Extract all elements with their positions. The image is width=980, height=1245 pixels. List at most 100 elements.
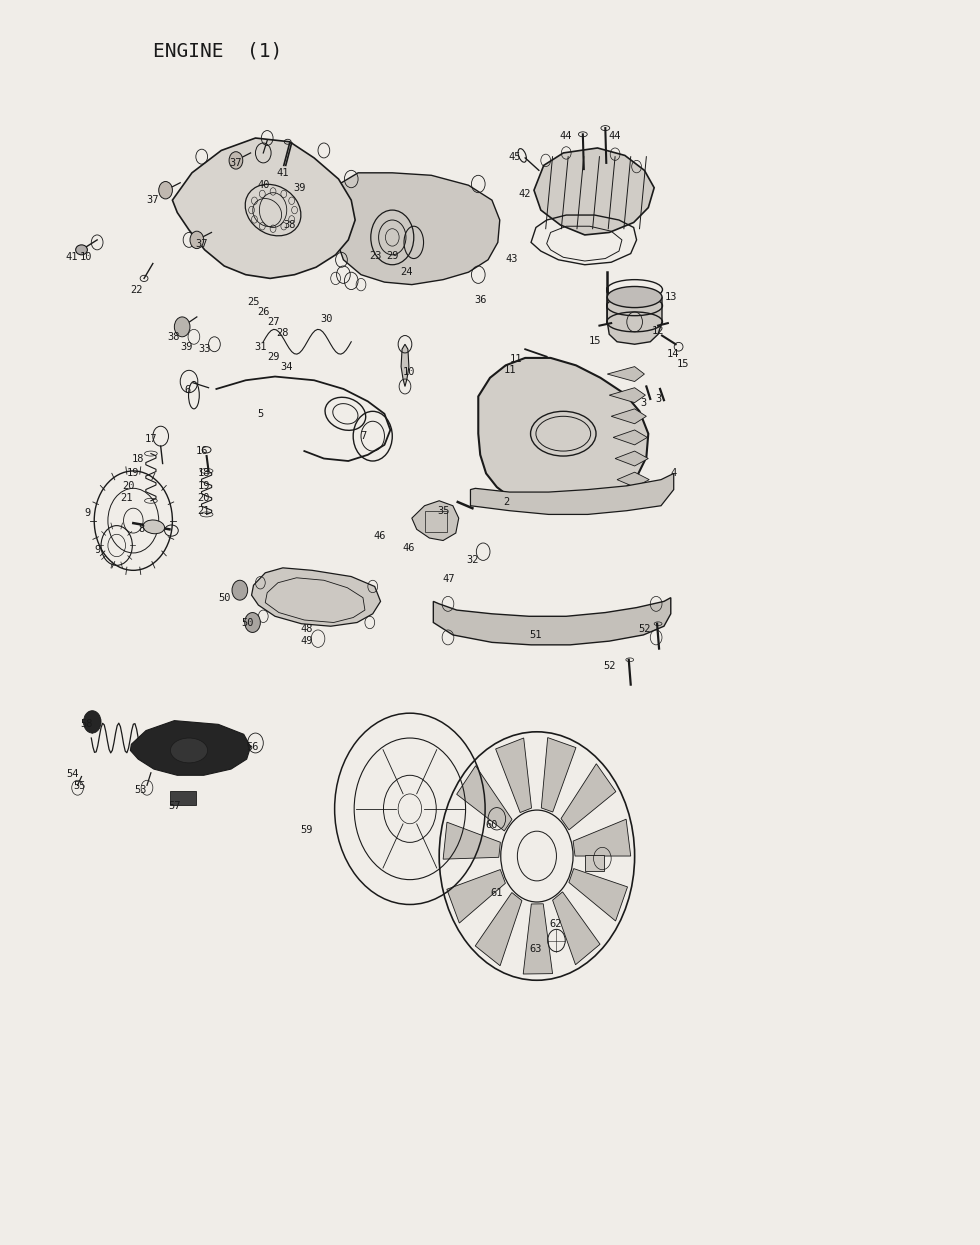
Text: 52: 52 <box>638 624 651 634</box>
Polygon shape <box>130 721 251 776</box>
Text: 20: 20 <box>197 493 210 503</box>
Text: 3: 3 <box>640 397 647 407</box>
Text: 37: 37 <box>229 158 242 168</box>
Text: 50: 50 <box>218 593 230 603</box>
Ellipse shape <box>171 738 208 763</box>
Text: 32: 32 <box>466 555 478 565</box>
Text: 12: 12 <box>652 326 664 336</box>
Text: 28: 28 <box>276 329 289 339</box>
Circle shape <box>83 711 101 733</box>
Text: 19: 19 <box>127 468 139 478</box>
Text: 41: 41 <box>66 253 78 263</box>
Text: 44: 44 <box>559 131 571 141</box>
Polygon shape <box>561 763 615 830</box>
Text: 15: 15 <box>588 335 601 346</box>
Polygon shape <box>612 408 647 423</box>
Ellipse shape <box>608 286 662 308</box>
Text: 17: 17 <box>145 433 157 443</box>
Text: 16: 16 <box>195 446 208 456</box>
Text: 23: 23 <box>369 251 382 261</box>
Polygon shape <box>534 148 655 235</box>
Text: 20: 20 <box>122 481 134 491</box>
Text: 29: 29 <box>267 351 279 361</box>
Polygon shape <box>523 904 553 974</box>
Text: 43: 43 <box>506 254 517 264</box>
Text: 55: 55 <box>74 782 86 792</box>
Text: 58: 58 <box>80 720 93 730</box>
Text: 5: 5 <box>257 408 264 418</box>
Text: 36: 36 <box>474 295 486 305</box>
Polygon shape <box>475 893 522 966</box>
Text: 48: 48 <box>300 624 313 634</box>
Polygon shape <box>553 891 600 965</box>
Polygon shape <box>610 387 646 402</box>
Polygon shape <box>478 357 649 508</box>
Text: 57: 57 <box>169 802 180 812</box>
Text: 4: 4 <box>670 468 677 478</box>
Text: 56: 56 <box>246 742 259 752</box>
Text: 59: 59 <box>300 825 313 835</box>
Polygon shape <box>335 173 500 285</box>
Text: 46: 46 <box>403 543 416 553</box>
Text: 25: 25 <box>247 298 260 308</box>
Text: 40: 40 <box>257 181 270 190</box>
Ellipse shape <box>143 520 165 534</box>
Bar <box>171 792 196 806</box>
Polygon shape <box>443 822 501 859</box>
Text: 44: 44 <box>609 131 621 141</box>
Bar <box>424 510 447 532</box>
Circle shape <box>174 317 190 337</box>
Text: 51: 51 <box>529 630 542 640</box>
Text: 60: 60 <box>486 820 498 830</box>
Circle shape <box>232 580 248 600</box>
Text: 6: 6 <box>184 385 190 395</box>
Text: 37: 37 <box>195 239 208 249</box>
Text: 24: 24 <box>401 268 414 278</box>
Text: 61: 61 <box>491 888 503 899</box>
Text: 15: 15 <box>676 359 689 369</box>
Text: 9: 9 <box>94 545 100 555</box>
Polygon shape <box>617 472 650 487</box>
Text: 9: 9 <box>84 508 90 518</box>
Text: 45: 45 <box>509 152 520 162</box>
Text: 19: 19 <box>197 481 210 491</box>
Text: 54: 54 <box>67 769 79 779</box>
Polygon shape <box>412 500 459 540</box>
Polygon shape <box>172 138 355 279</box>
Text: 34: 34 <box>280 361 293 371</box>
Text: 46: 46 <box>373 530 386 540</box>
Text: 11: 11 <box>511 354 522 364</box>
Text: 53: 53 <box>134 786 146 796</box>
Text: 47: 47 <box>443 574 455 584</box>
Text: 27: 27 <box>267 317 279 327</box>
Polygon shape <box>496 738 531 813</box>
Text: 38: 38 <box>283 220 296 230</box>
Polygon shape <box>433 598 670 645</box>
Text: 63: 63 <box>529 944 542 954</box>
Text: ENGINE  (1): ENGINE (1) <box>153 41 282 60</box>
Polygon shape <box>573 819 631 857</box>
Text: 10: 10 <box>80 253 93 263</box>
Circle shape <box>245 613 261 632</box>
Text: 39: 39 <box>181 341 193 352</box>
Text: 22: 22 <box>130 285 142 295</box>
Text: 33: 33 <box>198 344 211 355</box>
Circle shape <box>229 152 243 169</box>
Polygon shape <box>615 451 649 466</box>
Polygon shape <box>470 473 673 514</box>
Text: 14: 14 <box>666 349 679 359</box>
Text: 26: 26 <box>257 308 270 317</box>
Text: 18: 18 <box>197 468 210 478</box>
Polygon shape <box>252 568 380 626</box>
Text: 49: 49 <box>300 636 313 646</box>
Text: 8: 8 <box>138 524 144 534</box>
Text: 21: 21 <box>197 505 210 515</box>
Text: 62: 62 <box>549 919 562 929</box>
Polygon shape <box>613 430 648 444</box>
Text: 29: 29 <box>386 251 399 261</box>
Polygon shape <box>457 766 512 830</box>
Text: 38: 38 <box>168 331 179 342</box>
Ellipse shape <box>75 245 87 255</box>
Text: 39: 39 <box>293 183 306 193</box>
Text: 10: 10 <box>403 366 416 376</box>
